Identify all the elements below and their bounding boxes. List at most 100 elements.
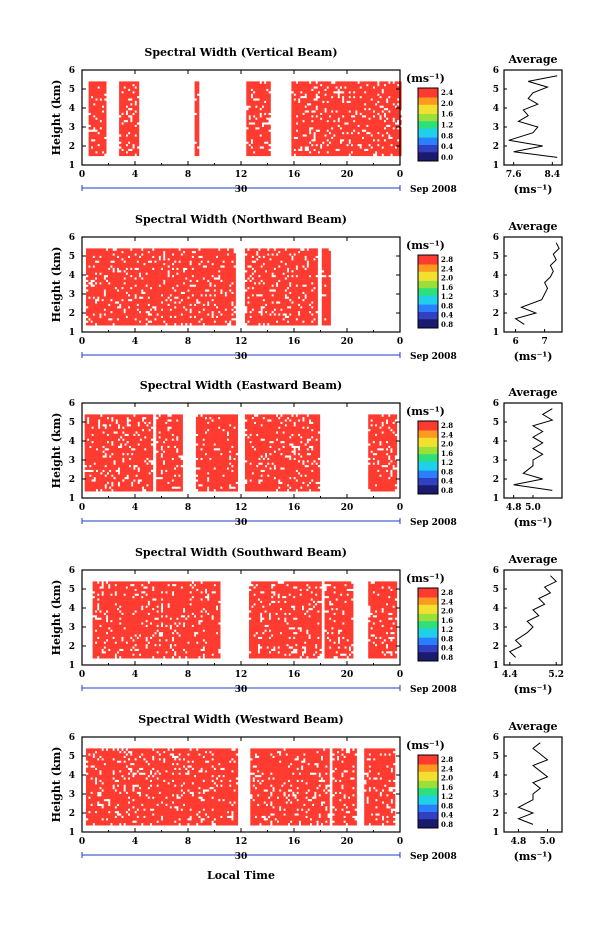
heatmap-cell (125, 301, 129, 304)
heatmap-cell (158, 291, 162, 295)
heatmap-cell (251, 315, 255, 319)
heatmap-cell (267, 250, 270, 254)
heatmap-cell (127, 318, 131, 321)
heatmap-cell (252, 103, 256, 106)
heatmap-cell (368, 139, 371, 142)
heatmap-cell (379, 103, 382, 106)
heatmap-cell (231, 284, 234, 288)
heatmap-cell (200, 267, 203, 271)
heatmap-cell (268, 100, 271, 104)
heatmap-cell (262, 248, 266, 252)
heatmap-cell (381, 83, 384, 87)
heatmap-cell (262, 310, 266, 314)
heatmap-cell (90, 291, 93, 295)
heatmap-cell (278, 308, 281, 312)
heatmap-cell (249, 286, 252, 290)
heatmap-cell (271, 306, 274, 309)
heatmap-cell (112, 272, 115, 276)
heatmap-cell (141, 282, 144, 285)
heatmap-cell (374, 124, 378, 128)
heatmap-cell (191, 286, 195, 290)
heatmap-cell (165, 289, 168, 292)
heatmap-cell (261, 139, 265, 142)
heatmap-cell (302, 127, 305, 130)
colorbar-swatch (418, 133, 438, 136)
heatmap-cell (300, 81, 303, 85)
heatmap-cell (104, 88, 107, 92)
heatmap-cell (147, 248, 151, 252)
heatmap-cell (317, 131, 321, 135)
heatmap-cell (143, 296, 146, 300)
heatmap-cell (252, 141, 256, 145)
heatmap-cell (209, 322, 212, 326)
heatmap-cell (260, 320, 263, 324)
heatmap-cell (86, 262, 89, 266)
heatmap-cell (213, 250, 217, 254)
heatmap-cell (94, 313, 98, 316)
heatmap-cell (86, 265, 89, 268)
heatmap-cell (350, 95, 354, 99)
heatmap-cell (262, 279, 266, 283)
heatmap-cell (260, 289, 263, 292)
heatmap-cell (355, 88, 358, 92)
heatmap-cell (171, 255, 175, 259)
colorbar-swatch (418, 119, 438, 122)
heatmap-cell (246, 83, 249, 87)
heatmap-cell (326, 258, 329, 261)
heatmap-cell (187, 310, 190, 314)
heatmap-cell (289, 255, 292, 259)
heatmap-cell (311, 100, 314, 104)
heatmap-cell (180, 303, 184, 307)
heatmap-cell (249, 308, 252, 312)
heatmap-cell (130, 100, 133, 104)
heatmap-cell (264, 291, 268, 295)
heatmap-cell (280, 291, 283, 295)
heatmap-cell (392, 83, 395, 87)
heatmap-cell (317, 139, 321, 142)
heatmap-cell (381, 127, 384, 130)
heatmap-cell (275, 248, 279, 252)
heatmap-cell (264, 306, 268, 309)
heatmap-cell (295, 260, 299, 264)
heatmap-cell (121, 270, 124, 273)
heatmap-cell (202, 286, 206, 290)
heatmap-cell (226, 270, 230, 273)
heatmap-cell (324, 86, 327, 89)
heatmap-cell (308, 86, 312, 89)
average-y-tick-label: 6 (493, 66, 499, 76)
heatmap-cell (103, 315, 107, 319)
heatmap-cell (324, 119, 327, 123)
heatmap-cell (95, 83, 98, 87)
heatmap-cell (143, 267, 146, 271)
heatmap-cell (220, 248, 223, 252)
heatmap-cell (171, 277, 175, 280)
heatmap-cell (121, 100, 124, 104)
heatmap-cell (143, 270, 146, 273)
heatmap-cell (256, 315, 259, 319)
heatmap-cell (132, 265, 135, 268)
heatmap-cell (121, 322, 124, 326)
heatmap-cell (275, 277, 279, 280)
heatmap-cell (229, 274, 232, 278)
heatmap-cell (222, 322, 225, 326)
heatmap-cell (280, 296, 283, 300)
heatmap-cell (224, 248, 228, 252)
heatmap-cell (255, 139, 258, 142)
heatmap-cell (134, 272, 137, 276)
heatmap-cell (350, 91, 354, 94)
heatmap-cell (359, 139, 362, 142)
heatmap-cell (350, 124, 354, 128)
heatmap-cell (127, 127, 131, 130)
heatmap-cell (255, 93, 258, 97)
heatmap-cell (263, 83, 267, 87)
heatmap-cell (381, 143, 384, 147)
heatmap-cell (286, 284, 290, 288)
heatmap-cell (374, 110, 378, 113)
heatmap-cell (95, 100, 98, 104)
heatmap-cell (278, 262, 281, 266)
heatmap-cell (108, 291, 111, 295)
heatmap-cell (88, 117, 92, 121)
heatmap-cell (123, 248, 126, 252)
heatmap-cell (284, 298, 288, 302)
heatmap-cell (136, 100, 140, 104)
